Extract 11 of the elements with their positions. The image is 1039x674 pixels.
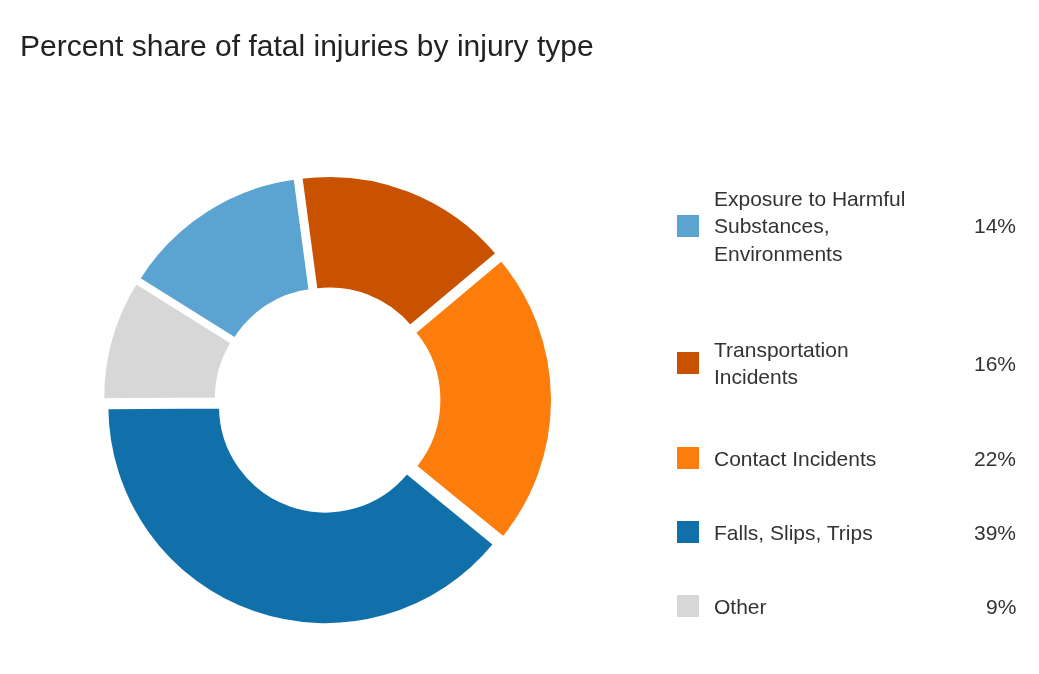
data-label: 16% — [974, 352, 1017, 375]
legend-label: Falls, Slips, Trips — [714, 521, 873, 544]
data-label: 39% — [974, 521, 1017, 544]
data-label: 14% — [974, 214, 1017, 237]
legend-label: Other — [714, 595, 767, 618]
legend-label: Transportation Incidents — [714, 338, 849, 389]
data-label: 9% — [986, 595, 1017, 618]
data-label: 22% — [974, 447, 1017, 470]
legend-label: Exposure to Harmful Substances, Environments — [714, 187, 906, 265]
chart-title: Percent share of fatal injuries by injury type — [20, 29, 594, 62]
legend-label: Contact Incidents — [714, 447, 877, 470]
